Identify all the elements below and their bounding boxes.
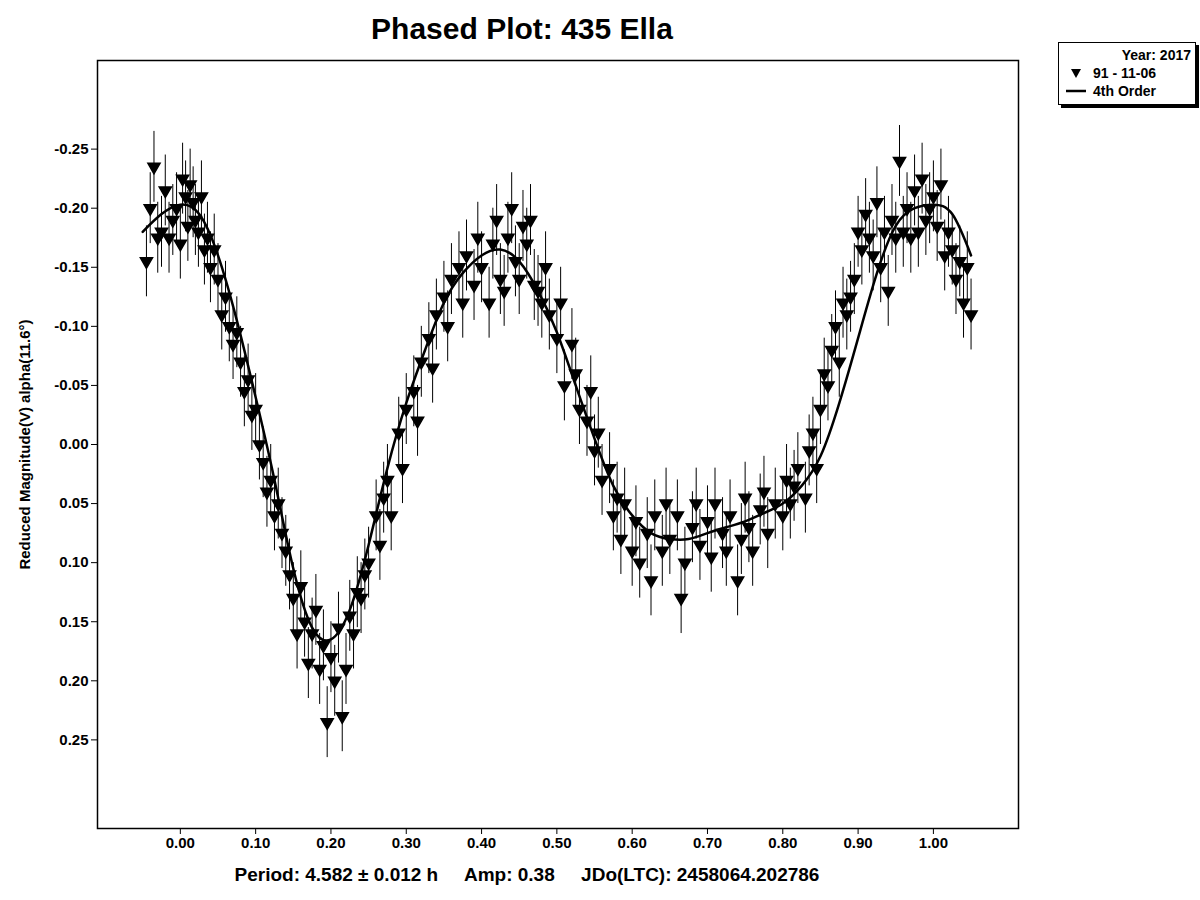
svg-text:0.60: 0.60 (618, 834, 647, 851)
svg-text:-0.10: -0.10 (54, 317, 88, 334)
svg-text:-0.05: -0.05 (54, 376, 88, 393)
svg-text:-0.15: -0.15 (54, 258, 88, 275)
svg-text:0.30: 0.30 (392, 834, 421, 851)
svg-text:0.25: 0.25 (59, 731, 88, 748)
svg-text:0.40: 0.40 (467, 834, 496, 851)
svg-text:0.20: 0.20 (59, 672, 88, 689)
svg-text:0.20: 0.20 (316, 834, 345, 851)
svg-text:0.50: 0.50 (542, 834, 571, 851)
svg-text:1.00: 1.00 (919, 834, 948, 851)
svg-text:Reduced Magnitude(V) alpha(11.: Reduced Magnitude(V) alpha(11.6°) (16, 319, 33, 569)
svg-text:0.10: 0.10 (59, 553, 88, 570)
html-text:Phased Plot: 435 Ella: Phased Plot: 435 Ella (371, 12, 673, 45)
svg-text:0.70: 0.70 (693, 834, 722, 851)
svg-text:-0.25: -0.25 (54, 140, 88, 157)
html-text:Year: 2017: Year: 2017 (1121, 47, 1191, 63)
svg-text:0.10: 0.10 (241, 834, 270, 851)
svg-text:0.80: 0.80 (768, 834, 797, 851)
svg-text:0.05: 0.05 (59, 494, 88, 511)
svg-text:0.00: 0.00 (59, 435, 88, 452)
html-text:4th Order: 4th Order (1093, 83, 1156, 99)
svg-text:0.00: 0.00 (166, 834, 195, 851)
html-text:91 - 11-06: 91 - 11-06 (1093, 65, 1157, 81)
svg-text:0.15: 0.15 (59, 613, 88, 630)
svg-text:0.90: 0.90 (843, 834, 872, 851)
svg-text:-0.20: -0.20 (54, 199, 88, 216)
html-text:Period: 4.582 ± 0.012 h Amp: 0: Period: 4.582 ± 0.012 h Amp: 0.38 JDo(LT… (234, 864, 820, 885)
